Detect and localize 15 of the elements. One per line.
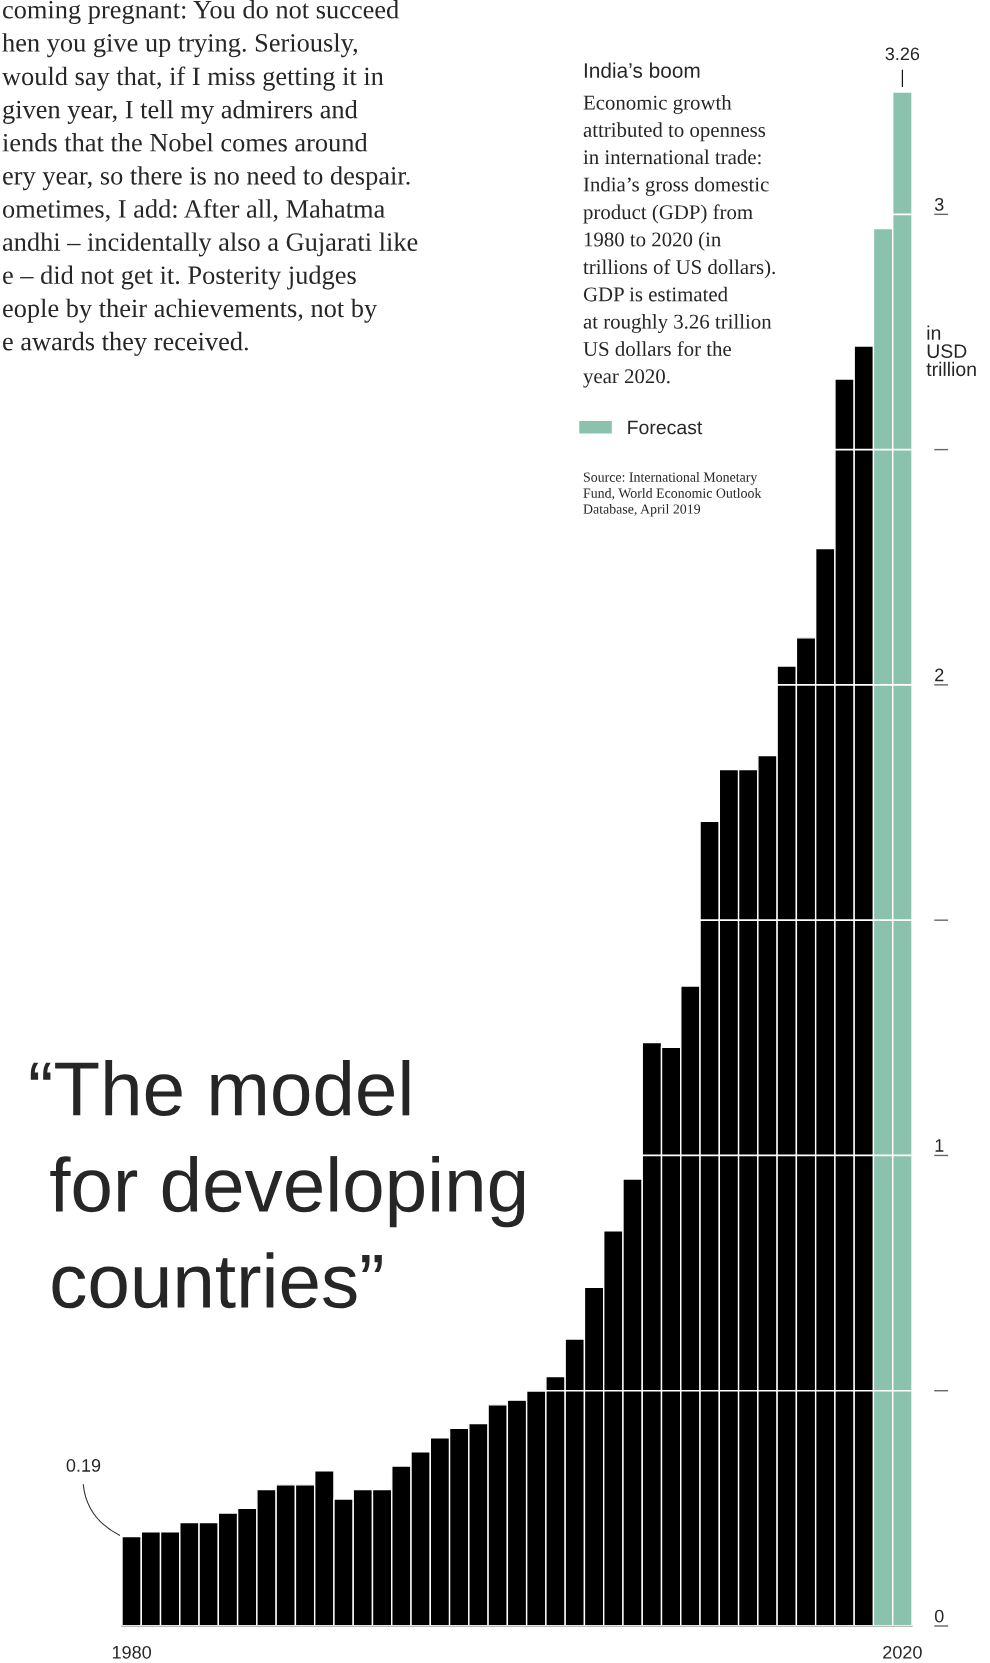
- text: Economic growth attributed to openness in international trade: India’s gross domestic product (GDP) from 1980 to 2020 (in trillions of US dollars). GDP is estimated at roughly 3.26 trillion US dollars for the year 2020.: [583, 95, 775, 388]
- y-axis-title: in USD trillion: [926, 325, 976, 377]
- annotation: Source: International Monetary Fund, World Economic Outlook Database, April 2019: [583, 472, 762, 517]
- data-label: 3.26: [885, 47, 920, 61]
- text: coming pregnant: You do not succeed hen you give up trying. Seriously, would say that, if I miss getting it in given year, I tell my admirers and iends that the Nobel comes around ery year, so there is no need to despair. ometimes, I add: After all, Mahatma andhi – incidentally also a Gujarati like e – did not get it. Posterity judges eople by their achievements, not by e awards they received.: [2, 0, 418, 356]
- y-tick-label: 3: [934, 197, 944, 211]
- y-tick-label: 1: [935, 1139, 944, 1152]
- data-label: 0.19: [66, 1459, 101, 1472]
- y-tick-label: 2: [935, 668, 944, 682]
- annotation: “The model for developing countries”: [30, 1060, 525, 1309]
- chart-title: India’s boom: [584, 62, 700, 78]
- x-tick-label: 1980: [112, 1645, 152, 1659]
- x-tick-label: 2020: [883, 1645, 922, 1659]
- legend-label: Forecast: [628, 420, 703, 435]
- y-tick-label: 0: [934, 1609, 944, 1623]
